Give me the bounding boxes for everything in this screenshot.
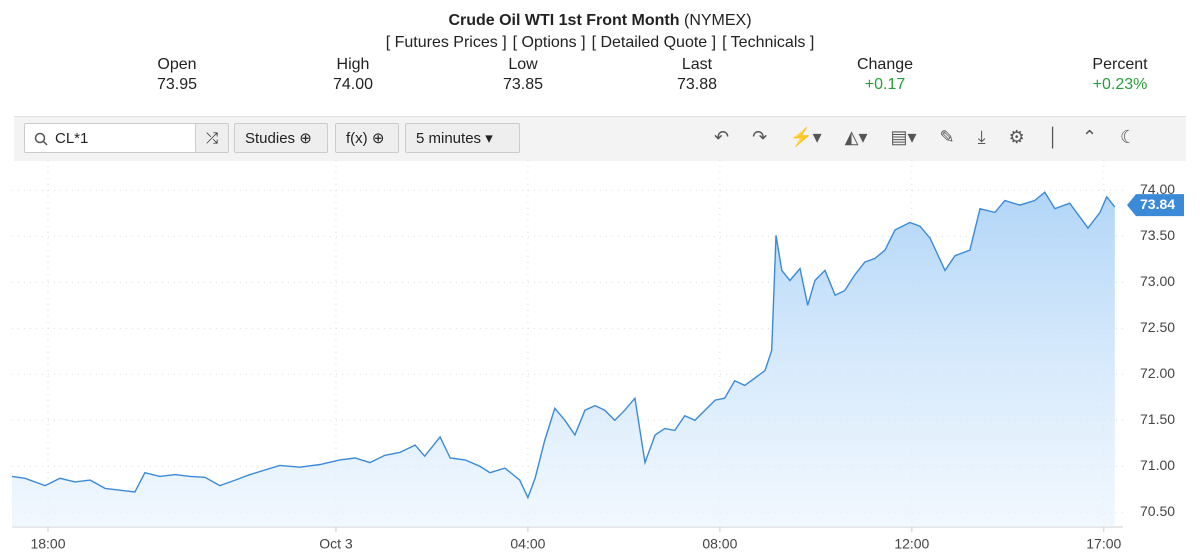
exchange: (NYMEX) (683, 12, 752, 29)
fx: f(x) (346, 130, 368, 147)
quote-item: Low 73.85 (453, 55, 593, 95)
price-tag (1127, 194, 1184, 217)
x-tick-label: 12:00 (894, 536, 929, 552)
compare-button[interactable]: ⤮ (195, 123, 229, 153)
x-tick-label: 18:00 (30, 536, 65, 552)
y-tick-label: 71.50 (1140, 411, 1175, 427)
quote-item: Last 73.88 (627, 55, 767, 95)
quote-item: High 74.00 (283, 55, 423, 95)
links: [ Futures Prices ] [ Options ] [ Detailed … (0, 34, 1200, 52)
fx-button[interactable]: f(x) ⊕ (335, 123, 399, 153)
studies: Studies (245, 130, 296, 147)
y-tick-label: 72.50 (1140, 319, 1175, 335)
quote-value: 73.85 (502, 76, 544, 93)
price-line (11, 191, 1116, 500)
quote-item: Percent +0.23% (1050, 55, 1190, 95)
quote-label: Low (508, 56, 538, 73)
y-tick-label: 73.00 (1140, 273, 1175, 289)
link[interactable]: [ Options ] (512, 34, 586, 51)
interval: 5 minutes (416, 130, 482, 147)
quote-value: 73.95 (156, 76, 198, 93)
y-tick-label: 73.50 (1140, 227, 1175, 243)
symbol: CL*1 (55, 130, 89, 147)
quote-value: +0.23% (1092, 76, 1148, 93)
toolbar: CL*1 ⤮ Studies ⊕ f(x) ⊕ 5 minutes ▾ ↶ ↷ … (14, 116, 1186, 161)
quote-value: 73.88 (676, 76, 718, 93)
tool-icons[interactable]: ↶ ↷ ⚡▾ ◭▾ ▤▾ ✎ ⤓ ⚙ │ ⌃ ☾ (714, 127, 1137, 147)
interval-button[interactable]: 5 minutes ▾ (405, 123, 520, 153)
studies-button[interactable]: Studies ⊕ (234, 123, 328, 153)
quote-label: High (336, 56, 370, 73)
title-text: Crude Oil WTI 1st Front Month (448, 12, 680, 29)
search-icon (34, 132, 48, 146)
link[interactable]: [ Detailed Quote ] (591, 34, 717, 51)
x-tick-label: 08:00 (702, 536, 737, 552)
y-tick-label: 74.00 (1140, 181, 1175, 197)
quote-label: Last (681, 56, 713, 73)
y-tick-label: 72.00 (1140, 365, 1175, 381)
quote-value: +0.17 (864, 76, 906, 93)
x-tick-label: Oct 3 (319, 536, 353, 552)
quote-item: Open 73.95 (107, 55, 247, 95)
link[interactable]: [ Technicals ] (722, 34, 815, 51)
y-tick-label: 70.50 (1140, 503, 1175, 519)
quote-label: Open (157, 56, 197, 73)
link[interactable]: [ Futures Prices ] (385, 34, 507, 51)
quote-label: Change (856, 56, 914, 73)
price-tag-label: 73.84 (1140, 196, 1175, 212)
symbol-search[interactable]: CL*1 (24, 123, 198, 153)
y-tick-label: 71.00 (1140, 457, 1175, 473)
title: Crude Oil WTI 1st Front Month (NYMEX) (0, 12, 1200, 30)
quote-label: Percent (1092, 56, 1148, 73)
quote-item: Change +0.17 (815, 55, 955, 95)
quote-value: 74.00 (332, 76, 374, 93)
x-tick-label: 17:00 (1086, 536, 1121, 552)
area (12, 192, 1115, 527)
x-tick-label: 04:00 (510, 536, 545, 552)
